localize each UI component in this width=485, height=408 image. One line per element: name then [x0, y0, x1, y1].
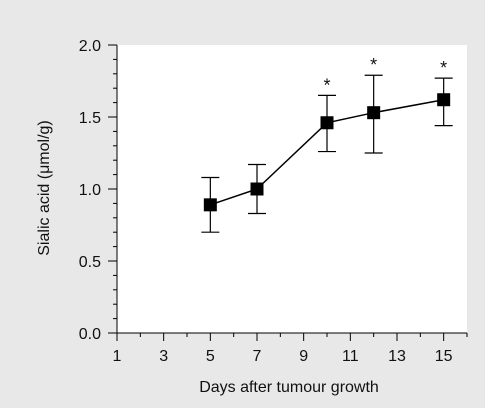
y-axis-ticks: 0.0 0.5 1.0 1.5 2.0: [79, 38, 117, 343]
plot-area: [117, 45, 467, 333]
x-axis-title: Days after tumour growth: [199, 379, 379, 396]
x-tick-label: 11: [342, 348, 359, 365]
y-tick-label: 2.0: [79, 38, 101, 55]
x-axis-ticks: 1 3 5 7 9 11 13 15: [113, 333, 468, 365]
x-tick-label: 3: [159, 348, 168, 365]
data-series: * * *: [201, 55, 453, 233]
x-tick-label: 13: [388, 348, 406, 365]
x-tick-label: 5: [206, 348, 215, 365]
y-axis-title: Sialic acid (μmol/g): [36, 120, 53, 255]
significance-marker: *: [323, 75, 330, 95]
x-tick-label: 7: [253, 348, 262, 365]
data-point-marker: [437, 93, 451, 107]
x-tick-label: 1: [113, 348, 122, 365]
x-tick-label: 9: [299, 348, 308, 365]
y-tick-label: 1.5: [79, 110, 101, 127]
y-tick-label: 1.0: [79, 182, 101, 199]
y-tick-label: 0.0: [79, 326, 101, 343]
data-point-marker: [203, 198, 217, 212]
y-tick-label: 0.5: [79, 254, 101, 271]
x-tick-label: 15: [435, 348, 453, 365]
data-point-marker: [250, 182, 264, 196]
significance-marker: *: [440, 58, 447, 78]
data-point-marker: [367, 106, 381, 120]
significance-marker: *: [370, 55, 377, 75]
data-point-marker: [320, 116, 334, 130]
